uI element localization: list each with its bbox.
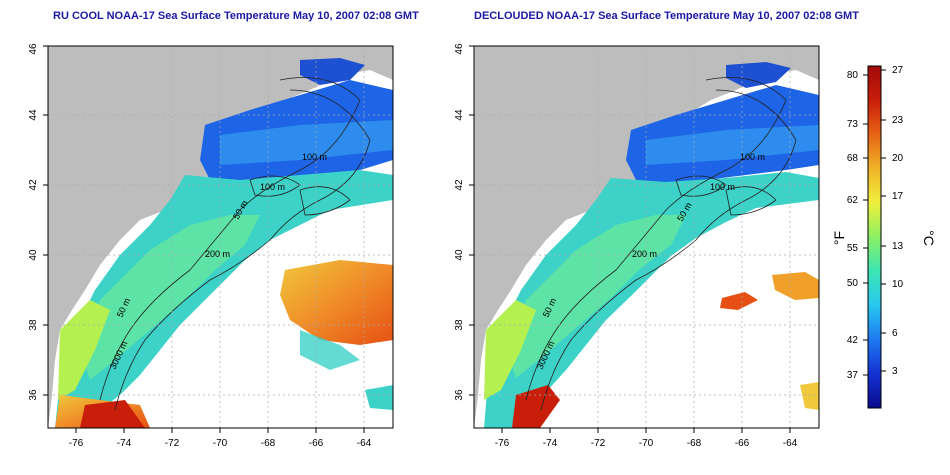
y-tick-label: 38 [28, 319, 39, 331]
y-tick-label: 46 [28, 43, 39, 55]
contour-label: 100 m [260, 182, 285, 192]
land-mass [474, 46, 819, 428]
contour-label: 100 m [740, 152, 765, 162]
x-tick-label: -76 [69, 438, 84, 449]
graticule [474, 46, 819, 428]
right-y-axis: 36 38 40 42 44 46 [454, 43, 465, 401]
c-tick-label: 23 [892, 115, 904, 126]
y-tick-label: 40 [28, 249, 39, 261]
y-tick-label: 44 [28, 109, 39, 121]
fahrenheit-label: °F [831, 231, 847, 245]
y-tick-label: 36 [28, 389, 39, 401]
x-tick-label: -66 [735, 438, 750, 449]
y-tick-label: 36 [454, 389, 465, 401]
c-tick-label: 3 [892, 366, 898, 377]
left-y-axis: 36 38 40 42 44 46 [28, 43, 39, 401]
x-tick-label: -74 [543, 438, 558, 449]
contour-label: 200 m [205, 249, 230, 259]
x-tick-label: -74 [117, 438, 132, 449]
c-tick-label: 13 [892, 241, 904, 252]
contour-label: 100 m [710, 182, 735, 192]
f-tick-label: 73 [847, 119, 859, 130]
right-map-title: DECLOUDED NOAA-17 Sea Surface Temperatur… [474, 10, 859, 22]
colorbar-f-ticks: 80 73 68 62 55 50 42 37 [847, 70, 859, 381]
sst-shelf-band [55, 170, 393, 428]
y-tick-label: 46 [454, 43, 465, 55]
x-tick-label: -70 [639, 438, 654, 449]
x-tick-label: -64 [783, 438, 798, 449]
f-tick-label: 62 [847, 195, 859, 206]
f-tick-label: 42 [847, 335, 859, 346]
c-tick-label: 6 [892, 328, 898, 339]
x-tick-label: -72 [591, 438, 606, 449]
contour-label: 200 m [632, 249, 657, 259]
right-map-area: 100 m 100 m 50 m 200 m 50 m 3000 m [474, 46, 819, 428]
sst-warm-water [772, 272, 819, 300]
left-map-area: 100 m 100 m 50 m 200 m 50 m 3000 m [48, 46, 393, 428]
colorbar-c-ticks: 27 23 20 17 13 10 6 3 [892, 65, 904, 377]
x-tick-label: -72 [165, 438, 180, 449]
celsius-label: °C [921, 230, 937, 246]
y-tick-label: 44 [454, 109, 465, 121]
y-tick-label: 42 [28, 179, 39, 191]
contour-label: 100 m [302, 152, 327, 162]
y-tick-label: 40 [454, 249, 465, 261]
y-tick-label: 38 [454, 319, 465, 331]
c-tick-label: 10 [892, 279, 904, 290]
graticule [48, 46, 393, 428]
f-tick-label: 55 [847, 243, 859, 254]
f-tick-label: 68 [847, 153, 859, 164]
x-tick-label: -68 [687, 438, 702, 449]
right-x-axis: -76 -74 -72 -70 -68 -66 -64 [495, 438, 798, 449]
x-tick-label: -70 [213, 438, 228, 449]
x-tick-label: -64 [357, 438, 372, 449]
sst-shelf-band [484, 172, 819, 428]
left-x-axis: -76 -74 -72 -70 -68 -66 -64 [69, 438, 372, 449]
c-tick-label: 20 [892, 153, 904, 164]
f-tick-label: 80 [847, 70, 859, 81]
colorbar [867, 65, 882, 409]
land-mass [48, 46, 393, 428]
y-tick-label: 42 [454, 179, 465, 191]
c-tick-label: 27 [892, 65, 904, 76]
left-map-title: RU COOL NOAA-17 Sea Surface Temperature … [53, 10, 419, 22]
x-tick-label: -76 [495, 438, 510, 449]
x-tick-label: -66 [309, 438, 324, 449]
x-tick-label: -68 [261, 438, 276, 449]
f-tick-label: 50 [847, 278, 859, 289]
c-tick-label: 17 [892, 191, 904, 202]
f-tick-label: 37 [847, 370, 859, 381]
